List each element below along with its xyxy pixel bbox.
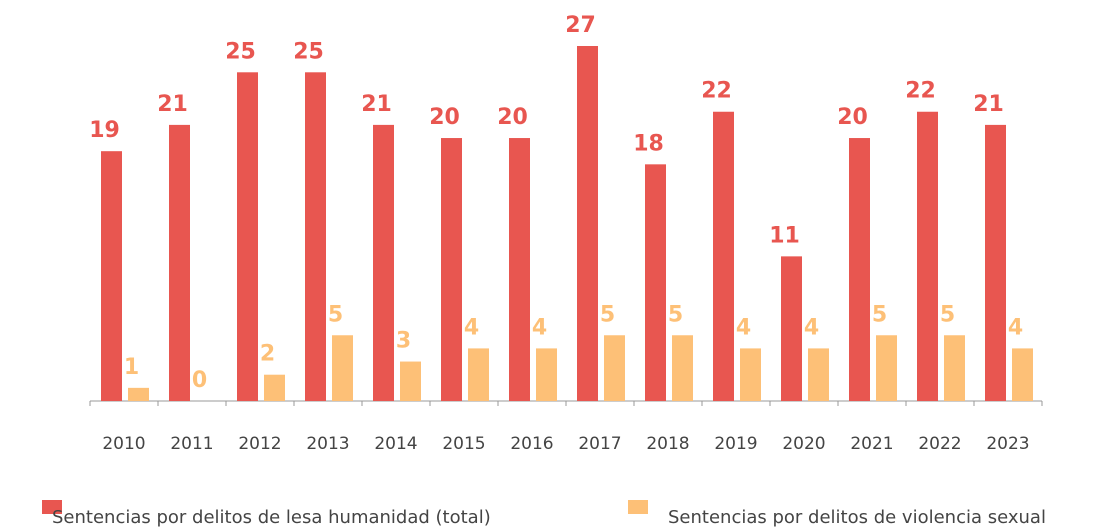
x-tick-label: 2022 [918,434,961,454]
bar [876,335,897,401]
bar [237,72,258,401]
value-label: 25 [293,39,324,64]
value-label: 4 [464,315,479,340]
legend-label: Sentencias por delitos de lesa humanidad… [52,507,491,527]
value-label: 4 [736,315,751,340]
bar [944,335,965,401]
value-label: 18 [633,131,664,156]
bar [373,124,394,401]
bar [305,72,326,401]
x-tick-label: 2021 [850,434,893,454]
bar [740,348,761,401]
value-label: 5 [872,302,887,327]
bar [536,348,557,401]
x-tick-label: 2019 [714,434,757,454]
value-label: 20 [837,105,868,130]
x-tick-label: 2010 [102,434,145,454]
bar [672,335,693,401]
bar [509,138,530,401]
value-label: 4 [1008,315,1023,340]
x-tick-label: 2015 [442,434,485,454]
bar [332,335,353,401]
bar [985,124,1006,401]
bar [169,124,190,401]
value-label: 21 [973,92,1004,117]
value-label: 3 [396,329,411,354]
legend-label: Sentencias por delitos de violencia sexu… [668,507,1046,527]
value-label: 4 [532,315,547,340]
value-label: 25 [225,39,256,64]
bar [264,374,285,401]
value-label: 11 [769,223,800,248]
bar [128,387,149,401]
legend-swatch [628,500,648,514]
x-tick-label: 2012 [238,434,281,454]
value-label: 4 [804,315,819,340]
value-label: 22 [701,79,732,104]
value-label: 1 [124,355,139,380]
x-tick-label: 2018 [646,434,689,454]
x-tick-label: 2011 [170,434,213,454]
bar [604,335,625,401]
bar [849,138,870,401]
legend-swatch [42,500,62,514]
value-label: 5 [668,302,683,327]
bar [645,164,666,401]
value-label: 0 [192,368,207,393]
value-label: 2 [260,342,275,367]
value-label: 27 [565,13,596,38]
bar [917,111,938,402]
bar [101,151,122,401]
x-tick-label: 2016 [510,434,553,454]
value-label: 21 [157,92,188,117]
x-tick-label: 2013 [306,434,349,454]
value-label: 5 [940,302,955,327]
value-label: 5 [328,302,343,327]
value-label: 22 [905,79,936,104]
bar [1012,348,1033,401]
value-label: 19 [89,118,120,143]
x-tick-label: 2020 [782,434,825,454]
value-label: 20 [429,105,460,130]
x-tick-label: 2023 [986,434,1029,454]
bar [781,256,802,401]
bar [468,348,489,401]
bar [808,348,829,401]
value-label: 5 [600,302,615,327]
bar [400,361,421,401]
bar [441,138,462,401]
value-label: 20 [497,105,528,130]
value-label: 21 [361,92,392,117]
x-tick-label: 2014 [374,434,417,454]
x-tick-label: 2017 [578,434,621,454]
bar [713,111,734,402]
bar [577,46,598,401]
